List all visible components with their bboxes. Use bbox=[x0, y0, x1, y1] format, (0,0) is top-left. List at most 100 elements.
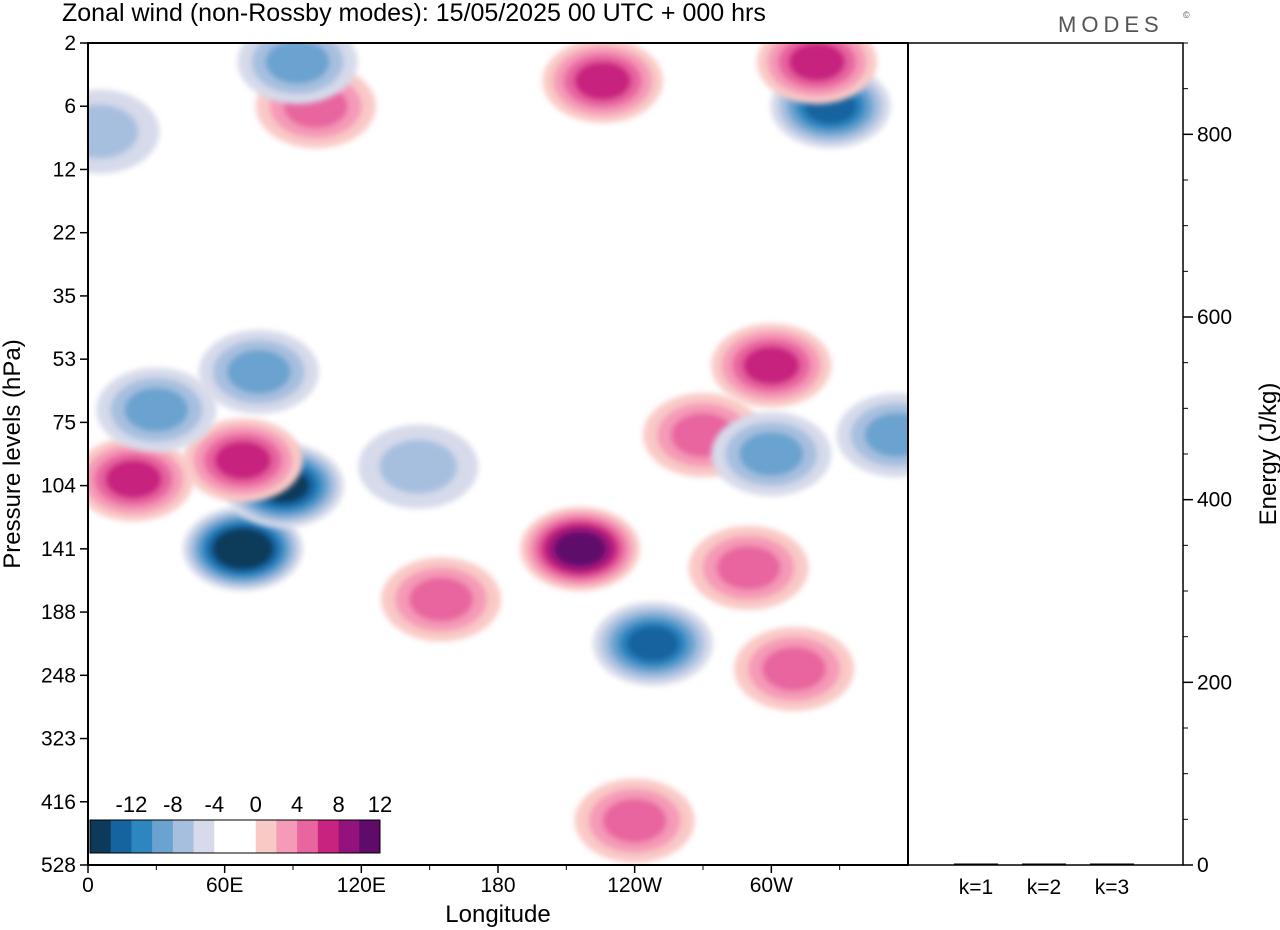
x-tick-label: 60E bbox=[206, 874, 243, 897]
colorbar-swatch bbox=[338, 820, 360, 853]
energy-frame bbox=[907, 42, 1184, 866]
heatmap-feature bbox=[182, 418, 303, 503]
brand-logo: MODES bbox=[1058, 12, 1164, 37]
y-tick-label: 188 bbox=[41, 601, 76, 624]
y-tick-label: 528 bbox=[41, 854, 76, 877]
heatmap-contour bbox=[602, 798, 667, 843]
heatmap-feature bbox=[756, 43, 877, 104]
heatmap-feature bbox=[520, 506, 640, 591]
colorbar-swatch bbox=[255, 820, 277, 853]
energy-category-label: k=2 bbox=[1027, 876, 1061, 899]
energy-y-tick-label: 600 bbox=[1197, 306, 1232, 329]
y-tick-label: 6 bbox=[64, 95, 76, 118]
heatmap-contour bbox=[265, 43, 330, 84]
heatmap-feature bbox=[574, 778, 695, 863]
heatmap-feature bbox=[182, 506, 303, 591]
heatmap-feature bbox=[381, 557, 502, 642]
y-axis: 2 6 12 22 35 53 75 104 141 188 248 323 416 528 bbox=[41, 32, 88, 877]
colorbar-swatch bbox=[193, 820, 215, 853]
heatmap-feature bbox=[237, 43, 358, 104]
energy-category-label: k=1 bbox=[959, 876, 993, 899]
y-tick-label: 248 bbox=[41, 664, 76, 687]
heatmap-feature bbox=[688, 525, 809, 610]
heatmap-feature bbox=[734, 626, 855, 711]
heatmap-field bbox=[88, 43, 908, 863]
heatmap-contour bbox=[762, 646, 827, 691]
heatmap-contour bbox=[218, 532, 267, 566]
colorbar-label: 4 bbox=[291, 792, 303, 817]
x-tick-label: 180 bbox=[480, 874, 515, 897]
colorbar-label: -4 bbox=[205, 792, 225, 817]
heatmap-contour bbox=[739, 432, 804, 476]
colorbar-swatch bbox=[297, 820, 319, 853]
heatmap-contour bbox=[226, 349, 291, 394]
heatmap-feature bbox=[836, 393, 908, 478]
x-tick-label: 0 bbox=[82, 874, 94, 897]
colorbar-label: 0 bbox=[250, 792, 262, 817]
heatmap-contour bbox=[88, 104, 139, 159]
colorbar-swatch bbox=[152, 820, 174, 853]
y-tick-label: 12 bbox=[53, 158, 76, 181]
colorbar: -12 -8 -4 0 4 8 12 bbox=[89, 792, 392, 854]
colorbar-swatch bbox=[110, 820, 132, 853]
heatmap-contour bbox=[742, 345, 800, 385]
heatmap-feature bbox=[542, 43, 663, 123]
colorbar-swatch bbox=[90, 820, 112, 853]
energy-category-label: k=3 bbox=[1095, 876, 1129, 899]
y-tick-label: 22 bbox=[53, 222, 76, 245]
energy-panel: 0 200 400 600 800 k=1 k=2 k=3 bbox=[954, 42, 1232, 899]
colorbar-label: -8 bbox=[163, 792, 183, 817]
y-tick-label: 141 bbox=[41, 538, 76, 561]
heatmap-feature bbox=[358, 424, 479, 509]
heatmap-feature bbox=[88, 89, 160, 174]
x-tick-label: 120E bbox=[337, 874, 386, 897]
y-tick-label: 104 bbox=[41, 475, 76, 498]
colorbar-swatch bbox=[317, 820, 340, 853]
heatmap-contour bbox=[409, 577, 474, 622]
colorbar-swatch bbox=[359, 820, 381, 853]
heatmap-feature bbox=[96, 367, 217, 452]
colorbar-swatch bbox=[214, 820, 236, 853]
heatmap-contour bbox=[788, 43, 846, 82]
energy-bar bbox=[954, 863, 998, 865]
heatmap-contour bbox=[555, 531, 605, 566]
energy-y-tick-label: 400 bbox=[1197, 489, 1232, 512]
y-tick-label: 323 bbox=[41, 728, 76, 751]
heatmap-feature bbox=[592, 601, 713, 686]
x-tick-label: 60W bbox=[750, 874, 793, 897]
y-tick-label: 35 bbox=[53, 285, 76, 308]
heatmap-feature bbox=[711, 323, 832, 408]
heatmap-contour bbox=[574, 61, 632, 101]
heatmap-contour bbox=[214, 440, 272, 480]
colorbar-swatch bbox=[276, 820, 298, 853]
heatmap-contour bbox=[124, 387, 189, 432]
colorbar-swatch bbox=[235, 820, 257, 853]
heatmap-contour bbox=[105, 459, 163, 499]
y-tick-label: 53 bbox=[53, 348, 76, 371]
y-tick-label: 75 bbox=[53, 411, 76, 434]
energy-y-tick-label: 200 bbox=[1197, 671, 1232, 694]
y-tick-label: 416 bbox=[41, 791, 76, 814]
heatmap-contour bbox=[716, 545, 781, 590]
heatmap-contour bbox=[864, 413, 908, 458]
energy-bar bbox=[1090, 863, 1134, 865]
energy-axis-title: Energy (J/kg) bbox=[1255, 383, 1280, 526]
heatmap-contour bbox=[626, 625, 680, 662]
heatmap-feature bbox=[198, 329, 319, 414]
x-axis: 0 60E 120E 180 120W 60W bbox=[82, 865, 841, 897]
colorbar-frame bbox=[89, 819, 381, 854]
brand-mark: © bbox=[1183, 10, 1190, 20]
colorbar-label: 12 bbox=[368, 792, 392, 817]
heatmap-contour bbox=[379, 439, 458, 494]
chart-title: Zonal wind (non-Rossby modes): 15/05/202… bbox=[62, 0, 766, 27]
x-axis-title: Longitude bbox=[445, 901, 550, 928]
x-tick-label: 120W bbox=[607, 874, 662, 897]
colorbar-swatch bbox=[131, 820, 153, 853]
y-tick-label: 2 bbox=[64, 32, 76, 55]
y-axis-title: Pressure levels (hPa) bbox=[0, 339, 26, 568]
colorbar-swatch bbox=[172, 820, 195, 853]
energy-bar bbox=[1022, 863, 1066, 865]
colorbar-label: -12 bbox=[116, 792, 148, 817]
heatmap-feature bbox=[711, 412, 832, 496]
